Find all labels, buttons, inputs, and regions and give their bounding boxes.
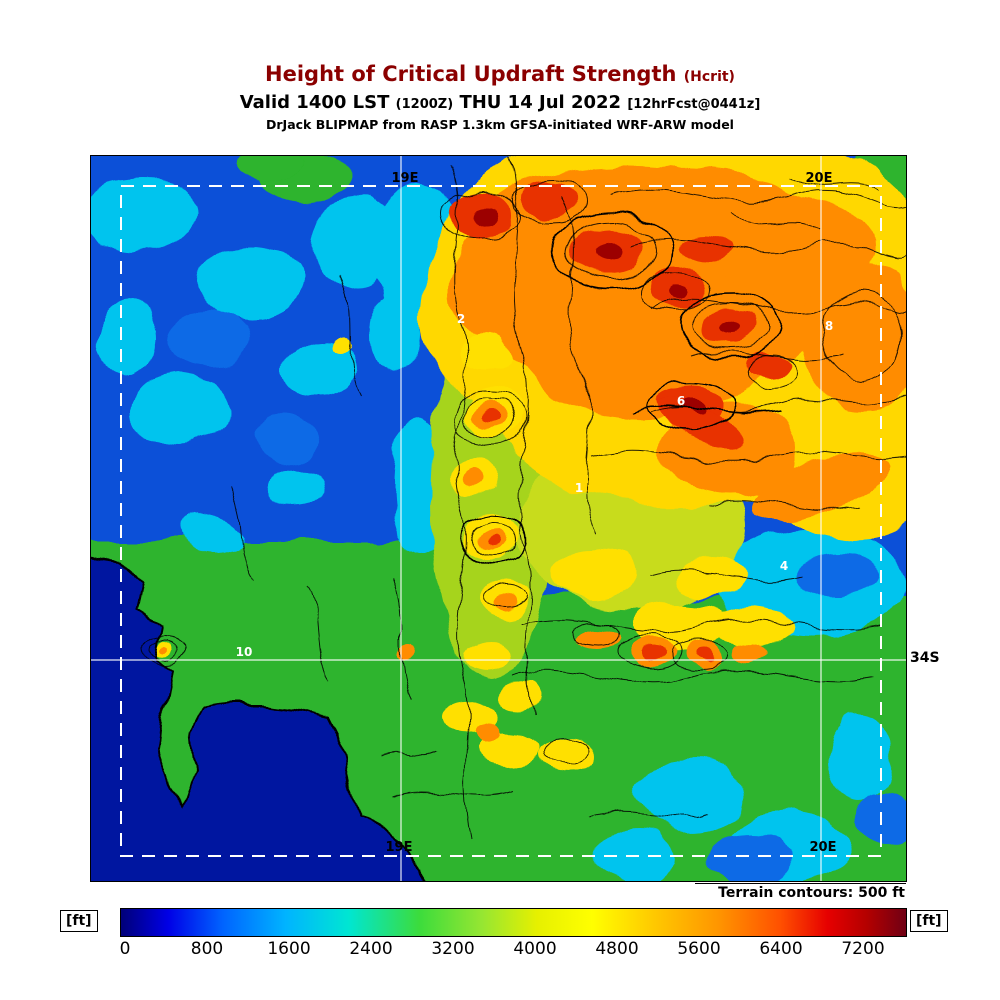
map-annotation: 1 (575, 481, 583, 495)
colorbar-tick: 0 (119, 939, 131, 959)
field-blobs (71, 132, 954, 896)
valid-zulu: (1200Z) (395, 97, 454, 112)
valid-time-line: Valid 1400 LST (1200Z) THU 14 Jul 2022 [… (0, 92, 1000, 113)
colorbar-tick: 7200 (841, 939, 885, 959)
colorbar-tick: 2400 (349, 939, 393, 959)
colorbar-tick: 5600 (677, 939, 721, 959)
colorbar-tick: 3200 (431, 939, 475, 959)
colorbar-tick: 800 (190, 939, 224, 959)
colorbar-tick: 4800 (595, 939, 639, 959)
map-annotation: 8 (825, 319, 833, 333)
page-title: Height of Critical Updraft Strength (Hcr… (0, 62, 1000, 86)
terrain-note-rule (695, 883, 906, 884)
terrain-note: Terrain contours: 500 ft (718, 885, 905, 901)
title-text: Height of Critical Updraft Strength (265, 62, 677, 86)
title-paren: (Hcrit) (683, 69, 735, 85)
model-line: DrJack BLIPMAP from RASP 1.3km GFSA-init… (266, 117, 734, 132)
colorbar-tick: 6400 (759, 939, 803, 959)
map-annotation: 10 (236, 645, 253, 659)
colorbar-ticks: 0 800 1600 2400 3200 4000 4800 5600 6400… (120, 939, 905, 961)
gridlabel-right-lat: 34S (910, 650, 940, 666)
colorbar-tick: 1600 (267, 939, 311, 959)
map-annotation: 6 (677, 394, 685, 408)
gridlabel-bottom-left: 19E (386, 840, 413, 855)
gridlabel-top-left: 19E (392, 171, 419, 186)
valid-prefix: Valid 1400 LST (239, 92, 390, 113)
map-annotation: 2 (457, 312, 465, 326)
colorbar-unit-left: [ft] (60, 910, 98, 932)
map-annotation: 4 (780, 559, 788, 573)
valid-date: THU 14 Jul 2022 (459, 92, 622, 113)
forecast-map: 19E 20E 19E 20E 2 8 6 1 4 10 (70, 132, 954, 896)
coastline-ocean (70, 552, 429, 894)
map-canvas: 19E 20E 19E 20E 2 8 6 1 4 10 (70, 132, 954, 896)
gridlabel-bottom-right: 20E (810, 840, 837, 855)
lat-lon-grid (91, 156, 906, 881)
domain-boundary-dashed (120, 185, 882, 857)
valid-fcst: [12hrFcst@0441z] (627, 97, 761, 112)
colorbar-tick: 4000 (513, 939, 557, 959)
terrain-contours (142, 155, 907, 837)
terrain-contours-bold (459, 212, 782, 565)
colorbar-unit-right: [ft] (910, 910, 948, 932)
colorbar-gradient (120, 908, 907, 937)
gridlabel-top-right: 20E (806, 171, 833, 186)
